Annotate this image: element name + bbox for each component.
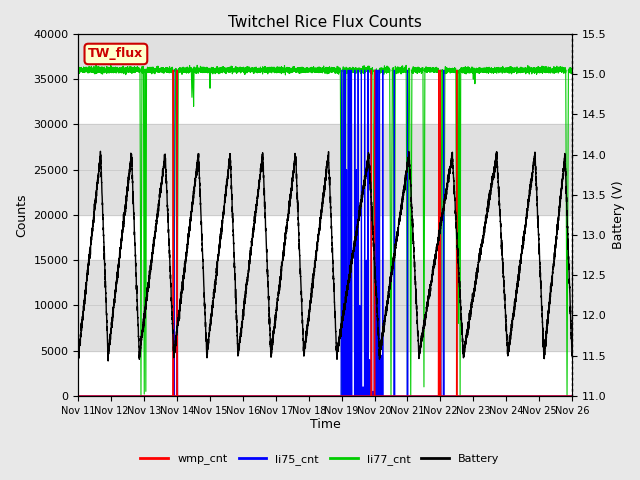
X-axis label: Time: Time bbox=[310, 419, 340, 432]
Legend: wmp_cnt, li75_cnt, li77_cnt, Battery: wmp_cnt, li75_cnt, li77_cnt, Battery bbox=[136, 450, 504, 469]
Bar bbox=[79, 124, 572, 215]
Bar bbox=[79, 34, 572, 70]
Text: TW_flux: TW_flux bbox=[88, 48, 143, 60]
Y-axis label: Counts: Counts bbox=[15, 193, 28, 237]
Y-axis label: Battery (V): Battery (V) bbox=[612, 180, 625, 249]
Bar bbox=[79, 260, 572, 351]
Title: Twitchel Rice Flux Counts: Twitchel Rice Flux Counts bbox=[228, 15, 422, 30]
